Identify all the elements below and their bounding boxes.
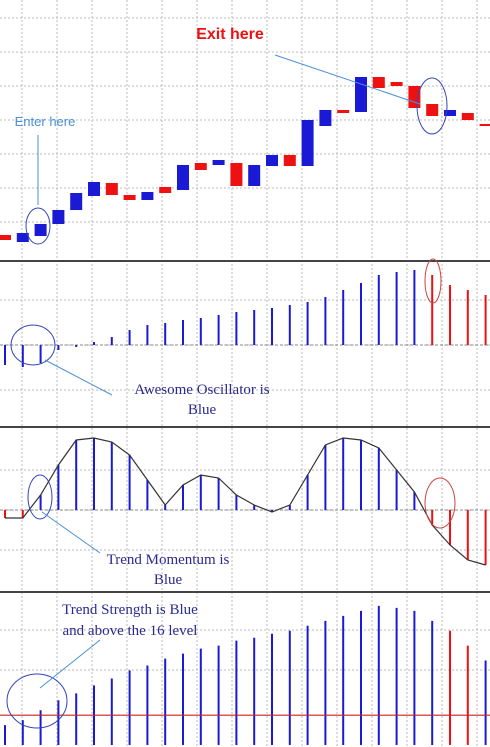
candle-body	[159, 187, 172, 193]
annotation: Trend Momentum is	[107, 552, 230, 568]
candle-body	[141, 192, 154, 200]
annotations	[0, 54, 490, 729]
candle-body	[16, 233, 29, 242]
highlight-ellipse	[6, 673, 68, 729]
candle-body	[266, 155, 278, 166]
candle-body	[461, 113, 474, 120]
candle-body	[212, 160, 225, 165]
candle-body	[372, 77, 385, 88]
highlight-ellipse	[416, 77, 448, 135]
candle-body	[105, 183, 118, 195]
momentum-line	[5, 437, 486, 566]
annotation: Blue	[154, 572, 183, 588]
candle-body	[0, 235, 11, 240]
arrow	[39, 639, 101, 689]
candle-body	[283, 155, 296, 166]
candle-body	[301, 120, 314, 166]
annotation: Trend Strength is Blue	[62, 602, 198, 618]
candle-body	[355, 77, 367, 112]
candle-body	[426, 104, 439, 116]
candle-body	[319, 110, 332, 126]
candle-body	[337, 110, 350, 113]
candle-body	[408, 86, 421, 108]
marks	[0, 77, 490, 745]
arrow	[44, 359, 113, 396]
highlight-ellipse	[424, 477, 456, 529]
candle-body	[230, 163, 243, 186]
candle-body	[248, 165, 261, 186]
candle-body	[88, 182, 100, 196]
highlight-ellipse	[25, 207, 51, 245]
highlight-ellipse	[27, 474, 53, 520]
annotation: Blue	[188, 402, 217, 418]
candle-body	[123, 195, 136, 200]
highlight-ellipse	[424, 258, 442, 304]
candle-body	[390, 82, 403, 86]
arrow	[274, 54, 421, 105]
candle-body	[444, 110, 456, 116]
arrow	[41, 511, 101, 554]
annotation: Awesome Oscillator is	[134, 382, 269, 398]
candle-body	[34, 224, 47, 236]
annotation: Enter here	[15, 114, 76, 129]
candle-body	[70, 193, 83, 210]
candle-body	[52, 210, 65, 224]
annotation: Exit here	[196, 26, 264, 43]
candle-body	[479, 124, 490, 126]
highlight-ellipse	[10, 324, 56, 366]
annotation: and above the 16 level	[63, 623, 198, 639]
candle-body	[194, 163, 207, 170]
candle-body	[177, 165, 189, 190]
